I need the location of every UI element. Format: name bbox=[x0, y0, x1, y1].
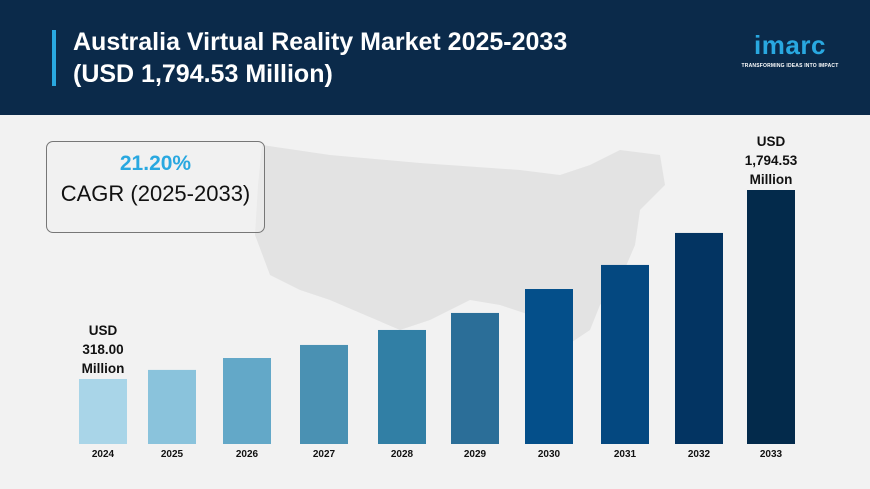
bar-2024 bbox=[79, 379, 127, 444]
cagr-value: 21.20% bbox=[119, 152, 192, 175]
data-label-2033: Million bbox=[750, 172, 793, 187]
header-banner: Australia Virtual Reality Market 2025-20… bbox=[0, 0, 870, 115]
cagr-box: 21.20% CAGR (2025-2033) bbox=[46, 141, 265, 233]
x-tick-label: 2033 bbox=[760, 449, 783, 460]
data-label-2024: Million bbox=[82, 361, 125, 376]
title-accent-bar bbox=[52, 30, 56, 86]
bar-2028 bbox=[378, 329, 426, 444]
x-tick-label: 2032 bbox=[688, 449, 711, 460]
bar-2026 bbox=[223, 358, 271, 444]
x-tick-label: 2026 bbox=[236, 449, 259, 460]
bar-2025 bbox=[148, 369, 196, 444]
data-label-2033: USD bbox=[757, 134, 786, 149]
logo-wordmark: imarc bbox=[754, 30, 826, 60]
cagr-label: CAGR (2025-2033) bbox=[60, 181, 251, 206]
x-tick-label: 2030 bbox=[538, 449, 561, 460]
bar-2033 bbox=[747, 190, 795, 444]
data-label-2024: USD bbox=[89, 323, 118, 338]
bar-2029 bbox=[451, 312, 499, 444]
imarc-logo: imarc TRANSFORMING IDEAS INTO IMPACT bbox=[735, 30, 845, 70]
title-line-2: (USD 1,794.53 Million) bbox=[73, 60, 333, 88]
title-line-1: Australia Virtual Reality Market 2025-20… bbox=[73, 28, 568, 56]
data-label-2033: 1,794.53 bbox=[745, 153, 798, 168]
data-label-2024: 318.00 bbox=[82, 342, 123, 357]
x-tick-label: 2029 bbox=[464, 449, 487, 460]
logo-tagline: TRANSFORMING IDEAS INTO IMPACT bbox=[741, 63, 839, 69]
bar-2030 bbox=[525, 289, 573, 444]
bar-2031 bbox=[601, 264, 649, 444]
bar-2032 bbox=[675, 232, 723, 444]
bar-2027 bbox=[300, 344, 348, 444]
x-tick-label: 2025 bbox=[161, 449, 184, 460]
x-tick-label: 2027 bbox=[313, 449, 336, 460]
x-tick-label: 2024 bbox=[92, 449, 115, 460]
x-tick-label: 2031 bbox=[614, 449, 637, 460]
x-tick-label: 2028 bbox=[391, 449, 414, 460]
page-title: Australia Virtual Reality Market 2025-20… bbox=[73, 26, 567, 90]
